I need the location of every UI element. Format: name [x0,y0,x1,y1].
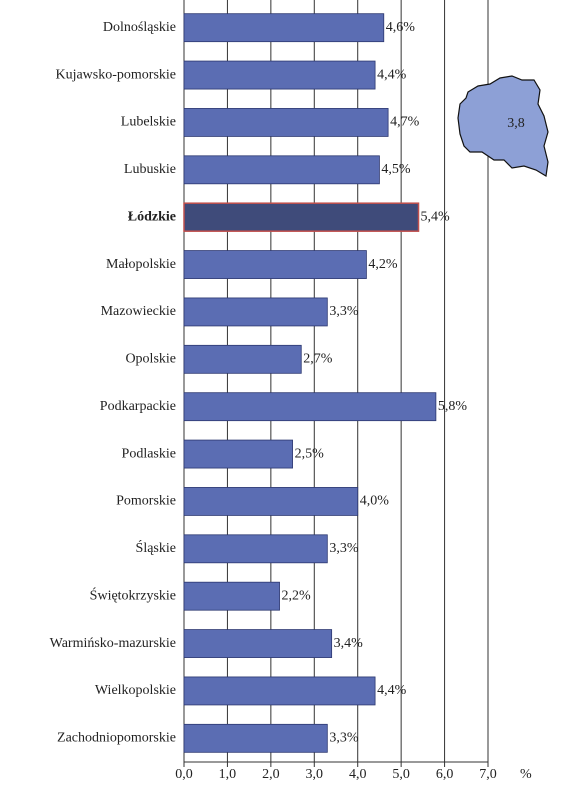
y-tick-label: Podlaskie [122,446,176,461]
inset-map [457,75,549,177]
bar [183,108,389,137]
value-label: 3,3% [329,731,359,746]
x-tick-label: 3,0 [306,767,324,782]
x-tick-label: 1,0 [219,767,237,782]
value-label: 4,6% [386,20,416,35]
y-tick-label: Małopolskie [106,257,176,272]
value-label: 4,7% [390,115,420,130]
y-tick-label: Pomorskie [116,494,176,509]
bar [183,487,359,516]
x-tick-label: 4,0 [349,767,367,782]
x-tick-label: 2,0 [262,767,280,782]
bar [183,13,385,43]
value-label: 2,5% [295,446,325,461]
value-label: 4,4% [377,683,407,698]
bar [183,439,293,469]
x-tick-label: 7,0 [479,767,497,782]
y-tick-label: Podkarpackie [100,399,176,414]
value-label: 4,2% [368,257,398,272]
y-tick-label: Mazowieckie [101,304,176,319]
bar [183,676,376,706]
inset-label: 3,8 [507,116,525,131]
y-tick-label: Świętokrzyskie [90,586,176,603]
bar [183,344,302,374]
y-tick-label: Opolskie [125,352,176,367]
x-tick-label: 6,0 [436,767,454,782]
bar [183,297,328,327]
value-label: 4,4% [377,67,407,82]
value-label: 3,3% [329,304,359,319]
value-label: 4,5% [381,162,411,177]
bar [183,534,328,564]
bar [183,155,380,185]
value-label: 2,7% [303,352,333,367]
bar [183,723,328,753]
y-tick-label: Lubelskie [121,115,176,130]
x-tick-label: 5,0 [392,767,410,782]
y-tick-label: Wielkopolskie [95,683,176,698]
bar [183,629,333,658]
bar [183,581,280,611]
y-tick-label: Śląskie [136,539,176,556]
x-axis-unit: % [520,767,532,782]
y-tick-label: Lubuskie [124,162,176,177]
value-label: 5,4% [421,209,451,224]
value-label: 3,3% [329,541,359,556]
x-tick-label: 0,0 [175,767,193,782]
bar [183,392,437,422]
y-tick-label: Dolnośląskie [103,20,176,35]
y-tick-label: Łódzkie [128,209,176,224]
y-tick-label: Warmińsko-mazurskie [50,636,176,651]
value-label: 2,2% [282,588,312,603]
value-label: 3,4% [334,636,364,651]
bar [183,202,420,232]
y-tick-label: Kujawsko-pomorskie [55,67,176,82]
value-label: 5,8% [438,399,468,414]
bar [183,60,376,90]
value-label: 4,0% [360,494,390,509]
y-tick-label: Zachodniopomorskie [57,731,176,746]
bar [183,250,367,279]
